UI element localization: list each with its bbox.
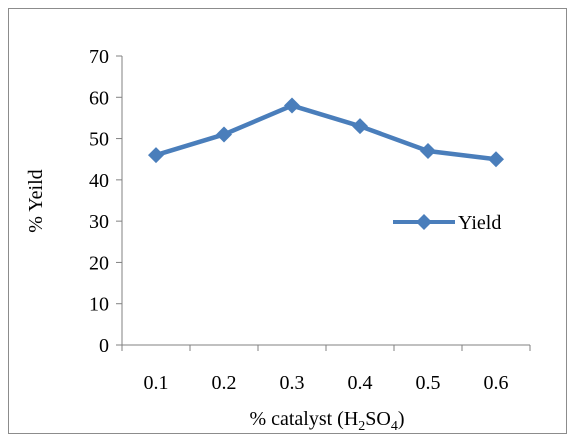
legend-label-yield: Yield xyxy=(458,212,501,234)
y-tick-label: 30 xyxy=(89,211,109,233)
y-tick-labels: 0 10 20 30 40 50 60 70 xyxy=(89,46,109,357)
x-axis xyxy=(121,344,531,351)
y-tick-label: 50 xyxy=(89,129,109,151)
x-axis-title-sub1: 2 xyxy=(358,419,365,434)
x-tick-labels: 0.1 0.2 0.3 0.4 0.5 0.6 xyxy=(144,372,509,394)
x-tick-label: 0.6 xyxy=(484,372,509,394)
x-axis-title: % catalyst (H2SO4) xyxy=(249,408,404,434)
legend-marker-yield xyxy=(416,214,432,230)
x-tick-label: 0.5 xyxy=(416,372,441,394)
x-tick-label: 0.2 xyxy=(212,372,237,394)
series-yield xyxy=(148,97,504,168)
x-tick-label: 0.1 xyxy=(144,372,169,394)
x-axis-title-mid: SO xyxy=(365,408,391,430)
x-tick-label: 0.4 xyxy=(348,372,373,394)
data-point-marker xyxy=(216,126,232,143)
y-tick-label: 70 xyxy=(89,46,109,68)
data-point-marker xyxy=(284,97,300,114)
y-tick-label: 0 xyxy=(99,335,109,357)
legend: Yield xyxy=(393,212,501,234)
data-point-marker xyxy=(148,147,164,164)
y-tick-label: 60 xyxy=(89,87,109,109)
x-axis-title-suffix: ) xyxy=(398,408,405,430)
x-axis-title-prefix: % catalyst (H xyxy=(249,408,358,430)
data-point-marker xyxy=(420,142,436,159)
y-axis xyxy=(116,55,123,346)
data-point-marker xyxy=(352,118,368,135)
y-axis-title: % Yeild xyxy=(25,169,47,232)
y-tick-label: 10 xyxy=(89,294,109,316)
series-line-yield xyxy=(155,103,497,162)
data-point-marker xyxy=(488,151,504,168)
chart-frame xyxy=(8,8,567,434)
x-axis-title-sub2: 4 xyxy=(391,419,398,434)
x-tick-label: 0.3 xyxy=(280,372,305,394)
y-tick-label: 40 xyxy=(89,170,109,192)
y-tick-label: 20 xyxy=(89,252,109,274)
